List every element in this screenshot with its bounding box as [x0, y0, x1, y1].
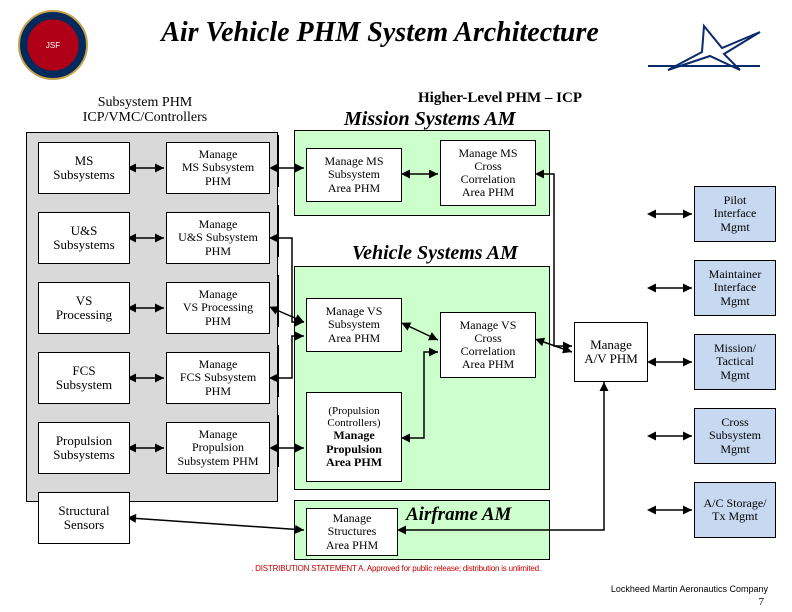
propulsion-subsystems: Propulsion Subsystems	[38, 422, 130, 474]
vehicle-systems-label: Vehicle Systems AM	[352, 242, 518, 265]
fcs-subsystem: FCS Subsystem	[38, 352, 130, 404]
jsf-logo: JSF	[18, 10, 88, 80]
lm-star-logo	[644, 22, 764, 72]
higher-level-label: Higher-Level PHM – ICP	[418, 90, 582, 107]
left-group-label: Subsystem PHM ICP/VMC/Controllers	[60, 95, 230, 126]
ms-area-phm: Manage MS Subsystem Area PHM	[306, 148, 402, 202]
ms-cross-phm: Manage MS Cross Correlation Area PHM	[440, 140, 536, 206]
ac-storage-tx-mgmt: A/C Storage/ Tx Mgmt	[694, 482, 776, 538]
structural-sensors: Structural Sensors	[38, 492, 130, 544]
propulsion-area-phm: (Propulsion Controllers)Manage Propulsio…	[306, 392, 402, 482]
cross-subsys-mgmt: Cross Subsystem Mgmt	[694, 408, 776, 464]
distribution-statement: . DISTRIBUTION STATEMENT A. Approved for…	[0, 564, 792, 573]
structures-area-phm: Manage Structures Area PHM	[306, 508, 398, 556]
manage-us-phm: Manage U&S Subsystem PHM	[166, 212, 270, 264]
miss-tac-mgmt: Mission/ Tactical Mgmt	[694, 334, 776, 390]
manage-av-phm: Manage A/V PHM	[574, 322, 648, 382]
left-group-l1: Subsystem PHM	[98, 95, 193, 110]
airframe-label: Airframe AM	[406, 504, 511, 526]
page-title: Air Vehicle PHM System Architecture	[140, 18, 620, 49]
maint-iface-mgmt: Maintainer Interface Mgmt	[694, 260, 776, 316]
jsf-logo-text: JSF	[46, 41, 60, 50]
vs-cross-phm: Manage VS Cross Correlation Area PHM	[440, 312, 536, 378]
mission-systems-label: Mission Systems AM	[344, 108, 516, 131]
manage-fcs-phm: Manage FCS Subsystem PHM	[166, 352, 270, 404]
vs-processing: VS Processing	[38, 282, 130, 334]
page-number: 7	[759, 596, 765, 608]
manage-prop-phm: Manage Propulsion Subsystem PHM	[166, 422, 270, 474]
company-footer: Lockheed Martin Aeronautics Company	[611, 584, 768, 594]
ms-subsystems: MS Subsystems	[38, 142, 130, 194]
left-group-l2: ICP/VMC/Controllers	[83, 110, 207, 125]
pilot-iface-mgmt: Pilot Interface Mgmt	[694, 186, 776, 242]
us-subsystems: U&S Subsystems	[38, 212, 130, 264]
vs-area-phm: Manage VS Subsystem Area PHM	[306, 298, 402, 352]
manage-ms-phm: Manage MS Subsystem PHM	[166, 142, 270, 194]
manage-vs-phm: Manage VS Processing PHM	[166, 282, 270, 334]
